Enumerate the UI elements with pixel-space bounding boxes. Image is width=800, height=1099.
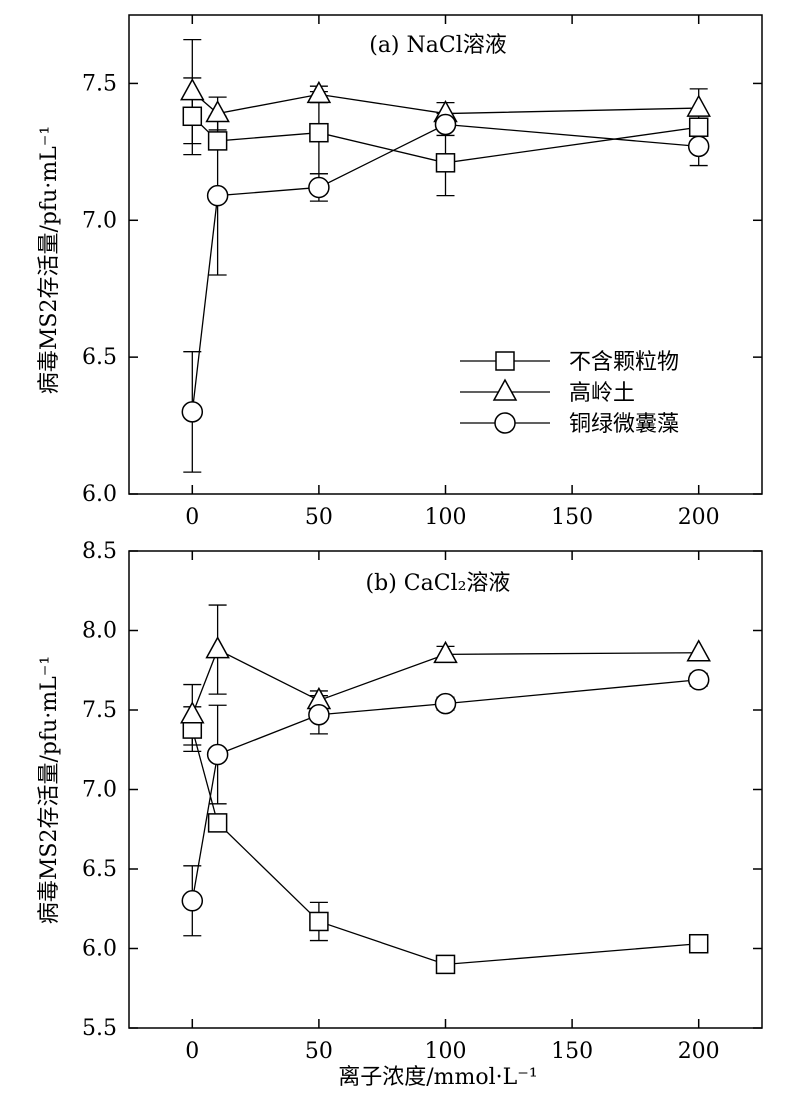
panel-b-series: [180, 604, 711, 975]
legend-label-triangle: 高岭土: [569, 381, 635, 406]
panel-b-x-tick-label: 150: [551, 1039, 593, 1064]
panel-b-point-circle: [434, 692, 457, 715]
panel-b-point-circle: [181, 890, 204, 912]
panel-a-y-tick-label: 7.0: [82, 208, 117, 233]
panel-b-series-line-square: [191, 728, 699, 966]
panel-b-y-tick-label: 8.0: [82, 619, 117, 644]
panel-b-x-tick-label: 0: [185, 1039, 199, 1064]
panel-a-point-square: [207, 131, 228, 151]
panel-b-point-triangle: [205, 636, 230, 659]
panel-a-point-circle: [181, 401, 204, 423]
panel-a-point-triangle: [205, 99, 230, 123]
panel-a-point-circle: [687, 135, 710, 158]
panel-b-point-square: [688, 933, 709, 954]
panel-b-point-triangle: [686, 639, 711, 662]
panel-b-y-tick-label: 8.5: [82, 539, 117, 564]
panel-b-point-circle: [206, 743, 229, 766]
panel-a-y-tick-label: 6.0: [82, 482, 117, 507]
panel-b-y-tick-label: 7.5: [82, 698, 117, 723]
panel-a-point-triangle: [306, 80, 332, 104]
legend-marker-triangle: [492, 378, 518, 401]
panel-a-x-tick-label: 200: [678, 505, 720, 530]
x-axis-label: 离子浓度/mmol·L⁻¹: [338, 1065, 537, 1090]
panel-a-point-square: [182, 106, 203, 127]
panel-a-point-circle: [434, 113, 457, 136]
panel-a-title: (a) NaCl溶液: [369, 33, 507, 58]
panel-a-y-tick-label: 7.5: [82, 71, 117, 96]
panel-b-y-tick-label: 6.0: [82, 937, 117, 962]
panel-a-x-tick-label: 50: [305, 505, 333, 530]
panel-a-x-tick-label: 0: [185, 505, 199, 530]
panel-b-x-tick-label: 50: [305, 1039, 333, 1064]
panel-b-point-circle: [308, 704, 330, 726]
panel-b-point-square: [207, 813, 228, 833]
panel-b-point-square: [435, 954, 456, 975]
panel-a-x-tick-label: 100: [425, 505, 467, 530]
panel-a-series: [180, 38, 711, 473]
panel-b-point-square: [309, 911, 329, 932]
panel-b-y-tick-label: 5.5: [82, 1016, 117, 1041]
panel-a-x-tick-label: 150: [551, 505, 593, 530]
legend-label-circle: 铜绿微囊藻: [569, 412, 679, 437]
panel-a-ticks: 0 50 100 150 200 6.0 6.5 7.0 7.5: [82, 15, 762, 530]
panel-a-nacl: (a) NaCl溶液 病毒MS2存活量/pfu·mL⁻¹ 0 50 100 150 20…: [37, 14, 763, 530]
panel-b-y-tick-label: 7.0: [82, 778, 117, 803]
legend-label-square: 不含颗粒物: [569, 350, 679, 375]
panel-b-x-tick-label: 200: [678, 1039, 720, 1064]
panel-b-title: (b) CaCl₂溶液: [366, 571, 511, 596]
panel-b-y-axis-label: 病毒MS2存活量/pfu·mL⁻¹: [37, 656, 62, 924]
panel-a-point-square: [435, 153, 456, 173]
panel-a-point-triangle: [686, 94, 711, 117]
legend-marker-circle: [494, 412, 516, 434]
panel-b-x-tick-label: 100: [425, 1039, 467, 1064]
panel-b-cacl2: (b) CaCl₂溶液 病毒MS2存活量/pfu·mL⁻¹ 离子浓度/mmol·…: [37, 539, 763, 1090]
panel-b-point-circle: [687, 669, 710, 691]
panel-b-point-triangle: [180, 701, 205, 724]
legend-marker-square: [495, 351, 515, 371]
panel-a-point-square: [309, 122, 329, 143]
panel-b-y-tick-label: 6.5: [82, 857, 117, 882]
panel-a-point-square: [688, 117, 709, 137]
panel-a-point-triangle: [180, 78, 205, 101]
panel-a-point-circle: [308, 176, 330, 199]
panel-a-y-axis-label: 病毒MS2存活量/pfu·mL⁻¹: [37, 126, 62, 394]
panel-b-ticks: 0 50 100 150 200 5.5 6.0 6.5 7.0 7.5 8.0 8.5: [82, 539, 762, 1064]
panel-a-point-circle: [206, 184, 229, 207]
panel-b-point-triangle: [433, 640, 458, 664]
panel-a-y-tick-label: 6.5: [82, 345, 117, 370]
